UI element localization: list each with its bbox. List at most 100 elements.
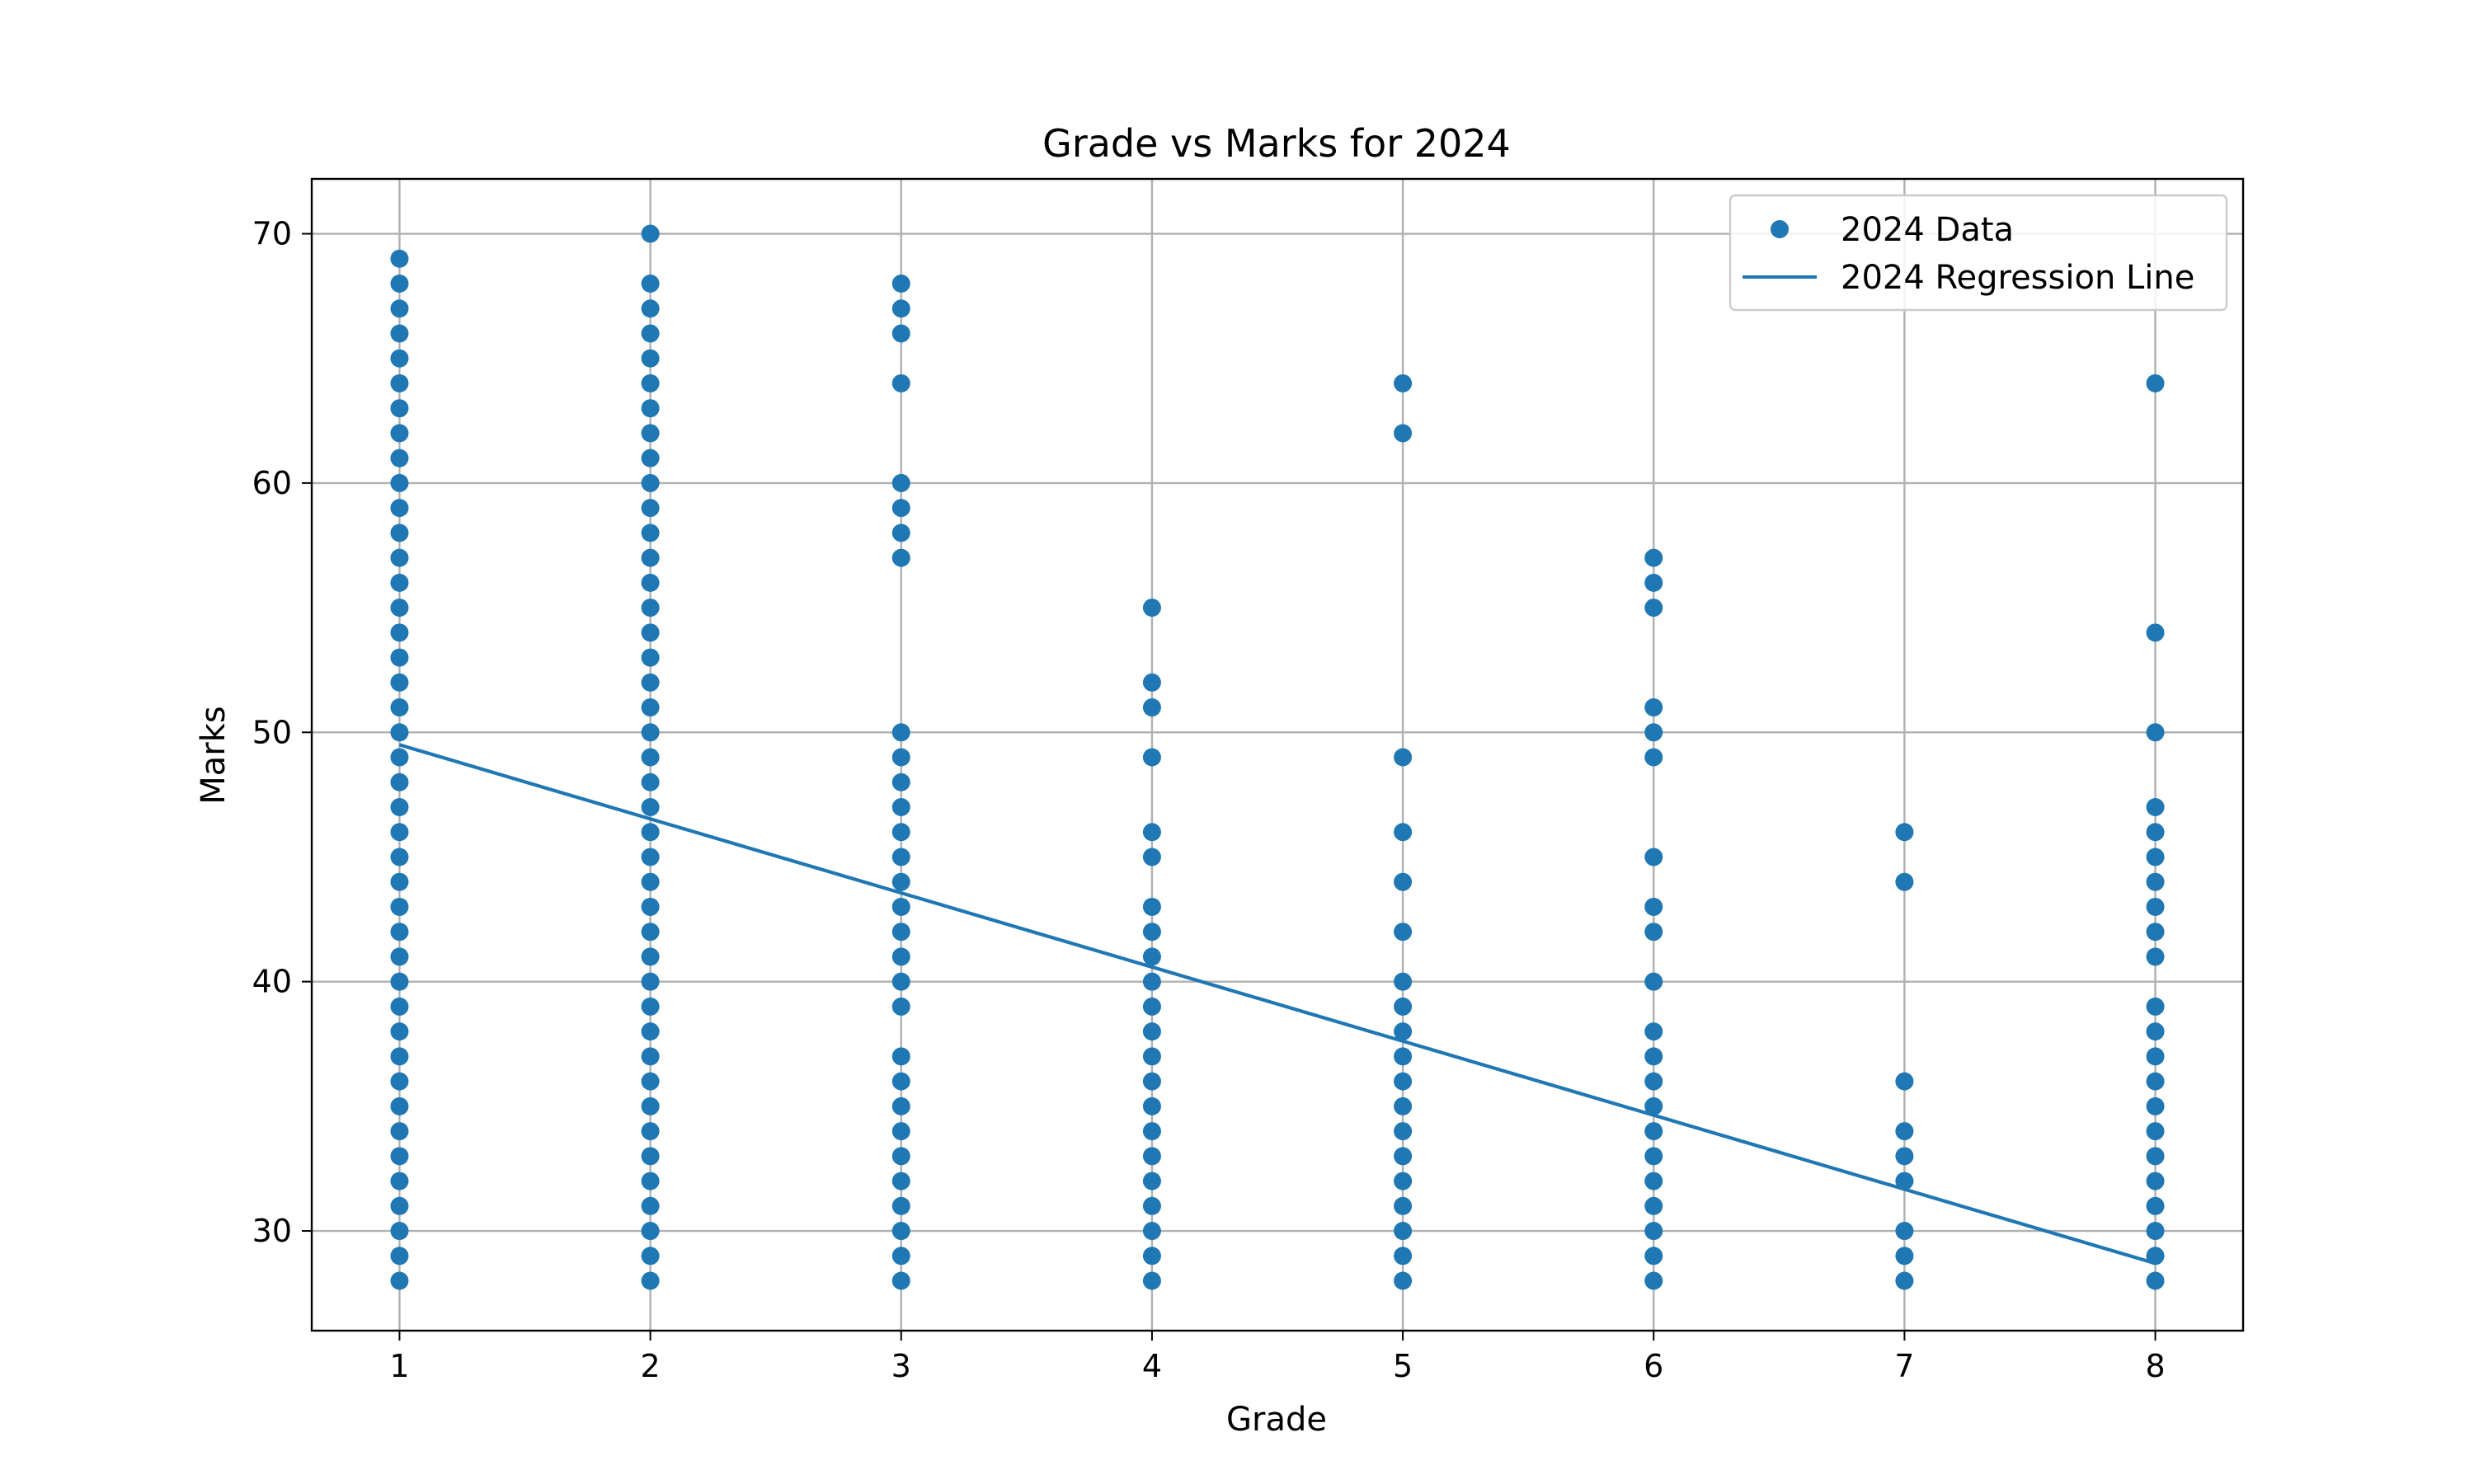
legend-label-regression: 2024 Regression Line — [1841, 259, 2194, 297]
data-point — [641, 923, 660, 942]
data-point — [1895, 1147, 1914, 1166]
x-axis-label: Grade — [1226, 1401, 1327, 1439]
data-point — [1142, 698, 1161, 717]
data-point — [641, 599, 660, 618]
data-point — [641, 748, 660, 767]
data-point — [891, 897, 910, 916]
data-point — [1644, 548, 1663, 567]
data-point — [1142, 1097, 1161, 1115]
data-point — [1644, 1172, 1663, 1190]
data-point — [1644, 1271, 1663, 1290]
legend-marker-data — [1771, 220, 1789, 238]
data-point — [1895, 1247, 1914, 1266]
data-point — [390, 1072, 409, 1091]
data-point — [1394, 1271, 1413, 1290]
data-point — [891, 872, 910, 891]
data-point — [891, 723, 910, 742]
data-point — [641, 673, 660, 692]
x-tick-label: 3 — [891, 1348, 911, 1384]
chart-title: Grade vs Marks for 2024 — [1042, 121, 1511, 166]
data-point — [1644, 1196, 1663, 1215]
data-point — [2146, 1072, 2165, 1091]
data-point — [390, 897, 409, 916]
y-tick-label: 70 — [252, 216, 292, 252]
data-point — [390, 1247, 409, 1266]
data-point — [641, 872, 660, 891]
data-point — [641, 1196, 660, 1215]
data-point — [390, 349, 409, 368]
data-point — [390, 448, 409, 467]
data-point — [1142, 1022, 1161, 1041]
data-point — [2146, 798, 2165, 816]
data-point — [891, 548, 910, 567]
data-point — [891, 473, 910, 492]
data-point — [891, 972, 910, 991]
data-point — [891, 1172, 910, 1190]
data-point — [2146, 373, 2165, 392]
data-point — [390, 723, 409, 742]
data-point — [2146, 947, 2165, 966]
data-point — [891, 1196, 910, 1215]
data-point — [390, 648, 409, 667]
data-point — [891, 1122, 910, 1141]
data-point — [891, 1222, 910, 1241]
data-point — [1644, 1247, 1663, 1266]
data-point — [390, 573, 409, 592]
data-point — [1394, 1172, 1413, 1190]
data-point — [641, 1022, 660, 1041]
x-tick-label: 4 — [1142, 1348, 1162, 1384]
data-point — [390, 823, 409, 842]
legend-box — [1729, 194, 2228, 312]
data-point — [2146, 1147, 2165, 1166]
data-point — [1644, 599, 1663, 618]
data-point — [891, 997, 910, 1016]
data-point — [891, 275, 910, 293]
data-point — [1394, 923, 1413, 942]
data-point — [641, 1047, 660, 1066]
data-point — [2146, 1247, 2165, 1266]
data-point — [390, 499, 409, 518]
data-point — [641, 424, 660, 443]
x-axis-ticks: 1 2 3 4 5 6 7 8 — [389, 1331, 2166, 1384]
data-point — [390, 623, 409, 642]
data-point — [891, 1047, 910, 1066]
data-point — [390, 548, 409, 567]
data-point — [641, 848, 660, 866]
data-point — [891, 324, 910, 343]
data-point — [2146, 1122, 2165, 1141]
data-point — [2146, 848, 2165, 866]
data-point — [2146, 1271, 2165, 1290]
data-point — [1895, 1072, 1914, 1091]
data-point — [1895, 1222, 1914, 1241]
data-point — [891, 1247, 910, 1266]
data-point — [390, 748, 409, 767]
data-point — [641, 399, 660, 418]
data-point — [1142, 997, 1161, 1016]
data-point — [641, 524, 660, 542]
data-point — [390, 1196, 409, 1215]
data-point — [390, 424, 409, 443]
data-point — [641, 947, 660, 966]
data-point — [1394, 748, 1413, 767]
data-point — [1142, 1122, 1161, 1141]
data-point — [1142, 947, 1161, 966]
x-tick-label: 1 — [389, 1348, 409, 1384]
data-point — [1394, 1097, 1413, 1115]
data-point — [1394, 972, 1413, 991]
data-point — [641, 723, 660, 742]
legend: 2024 Data 2024 Regression Line — [1729, 194, 2228, 312]
data-point — [1142, 897, 1161, 916]
data-point — [1394, 1022, 1413, 1041]
data-point — [641, 1122, 660, 1141]
data-point — [641, 275, 660, 293]
data-point — [891, 524, 910, 542]
data-point — [390, 972, 409, 991]
data-point — [2146, 897, 2165, 916]
data-point — [390, 249, 409, 268]
data-point — [2146, 1222, 2165, 1241]
data-point — [641, 997, 660, 1016]
data-point — [2146, 1097, 2165, 1115]
x-tick-label: 5 — [1393, 1348, 1413, 1384]
data-point — [1394, 823, 1413, 842]
data-point — [1644, 1047, 1663, 1066]
